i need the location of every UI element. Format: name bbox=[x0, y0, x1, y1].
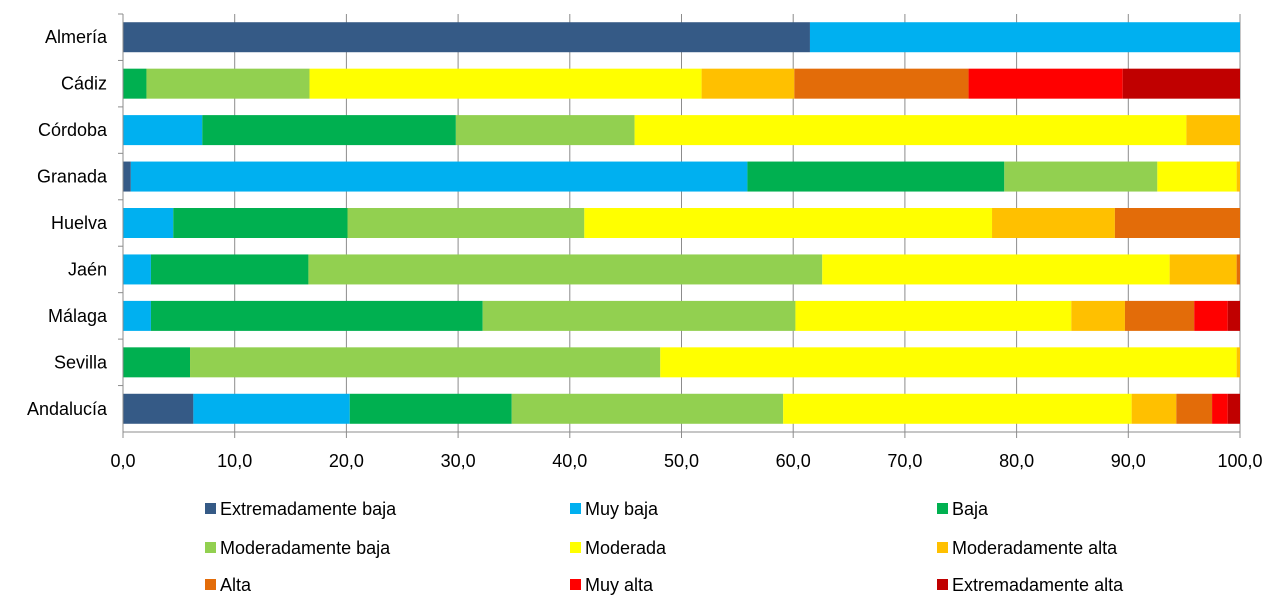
bar-segment bbox=[822, 254, 1170, 285]
category-label: Jaén bbox=[68, 259, 107, 279]
category-label: Sevilla bbox=[54, 352, 108, 372]
legend-swatch bbox=[937, 579, 948, 590]
bar-segment bbox=[1124, 300, 1195, 331]
bar-segment bbox=[123, 68, 147, 99]
bar-segment bbox=[123, 300, 151, 331]
bar-segment bbox=[123, 115, 203, 146]
legend-swatch bbox=[570, 503, 581, 514]
category-label: Almería bbox=[45, 27, 108, 47]
x-tick-labels: 0,0 10,0 20,0 30,0 40,0 50,0 60,0 70,0 80,0 90,0 1… bbox=[110, 451, 1262, 471]
legend-swatch bbox=[205, 542, 216, 553]
bar-segment bbox=[173, 208, 348, 238]
bar-segment bbox=[660, 347, 1237, 378]
bar-segment bbox=[1004, 161, 1158, 192]
x-tick-label: 50,0 bbox=[664, 451, 699, 471]
category-label: Huelva bbox=[51, 213, 108, 233]
bar-segment bbox=[190, 347, 661, 378]
category-labels: Almería Cádiz Córdoba Granada Huelva Jaén Mála… bbox=[27, 27, 108, 419]
bar-segment bbox=[202, 115, 456, 146]
bar-segment bbox=[193, 393, 350, 424]
bar-segment bbox=[795, 300, 1072, 331]
legend-swatch bbox=[570, 542, 581, 553]
legend-swatch bbox=[937, 503, 948, 514]
x-tick-label: 100,0 bbox=[1217, 451, 1262, 471]
bar-segment bbox=[1194, 300, 1228, 331]
category-label: Cádiz bbox=[61, 74, 107, 94]
bar-segment bbox=[1236, 254, 1240, 285]
bar-segment bbox=[123, 22, 810, 53]
bar-segment bbox=[349, 393, 512, 424]
bar-segment bbox=[482, 300, 796, 331]
x-tick-label: 80,0 bbox=[999, 451, 1034, 471]
x-tick-label: 90,0 bbox=[1111, 451, 1146, 471]
bar-segment bbox=[584, 208, 993, 238]
bar-segment bbox=[1236, 347, 1240, 378]
bar-segment bbox=[1236, 161, 1240, 192]
bar-segment bbox=[309, 68, 702, 99]
bar-segment bbox=[1186, 115, 1240, 146]
legend-label: Extremadamente alta bbox=[952, 575, 1124, 595]
category-label: Córdoba bbox=[38, 120, 108, 140]
category-label: Andalucía bbox=[27, 399, 108, 419]
bar-segment bbox=[123, 393, 194, 424]
x-tick-label: 40,0 bbox=[552, 451, 587, 471]
category-label: Málaga bbox=[48, 306, 108, 326]
legend: Extremadamente baja Muy baja Baja Moderadam… bbox=[205, 499, 1124, 595]
legend-label: Moderadamente baja bbox=[220, 538, 391, 558]
bar-segment bbox=[1169, 254, 1237, 285]
bar-segment bbox=[347, 208, 585, 238]
bar-segment bbox=[511, 393, 784, 424]
bar-segment bbox=[992, 208, 1115, 238]
bar-segment bbox=[1131, 393, 1177, 424]
legend-label: Baja bbox=[952, 499, 989, 519]
legend-label: Moderadamente alta bbox=[952, 538, 1118, 558]
category-label: Granada bbox=[37, 167, 108, 187]
legend-label: Muy alta bbox=[585, 575, 654, 595]
bar-segment bbox=[123, 347, 191, 378]
legend-label: Muy baja bbox=[585, 499, 659, 519]
bar-segment bbox=[123, 208, 174, 238]
bar-segment bbox=[794, 68, 969, 99]
bar-segment bbox=[783, 393, 1132, 424]
bar-segment bbox=[146, 68, 310, 99]
bar-segment bbox=[747, 161, 1005, 192]
bar-segment bbox=[1227, 393, 1240, 424]
bar-segment bbox=[701, 68, 795, 99]
bar-segment bbox=[809, 22, 1240, 53]
bar-segment bbox=[150, 254, 309, 285]
legend-swatch bbox=[205, 503, 216, 514]
bar-segment bbox=[1157, 161, 1237, 192]
bars bbox=[123, 22, 1240, 424]
bar-segment bbox=[968, 68, 1123, 99]
bar-segment bbox=[1176, 393, 1213, 424]
x-tick-label: 70,0 bbox=[887, 451, 922, 471]
x-tick-label: 10,0 bbox=[217, 451, 252, 471]
x-tick-label: 30,0 bbox=[441, 451, 476, 471]
bar-segment bbox=[308, 254, 823, 285]
bar-segment bbox=[1071, 300, 1125, 331]
bar-segment bbox=[123, 161, 131, 192]
x-tick-label: 60,0 bbox=[776, 451, 811, 471]
x-tick-label: 0,0 bbox=[110, 451, 135, 471]
bar-segment bbox=[1122, 68, 1240, 99]
axes bbox=[118, 13, 1241, 438]
bar-segment bbox=[123, 254, 151, 285]
legend-swatch bbox=[205, 579, 216, 590]
bar-segment bbox=[130, 161, 748, 192]
legend-swatch bbox=[937, 542, 948, 553]
bar-segment bbox=[455, 115, 635, 146]
legend-label: Alta bbox=[220, 575, 252, 595]
legend-label: Moderada bbox=[585, 538, 667, 558]
legend-label: Extremadamente baja bbox=[220, 499, 397, 519]
bar-segment bbox=[1227, 300, 1240, 331]
bar-segment bbox=[634, 115, 1187, 146]
bar-segment bbox=[1114, 208, 1240, 238]
bar-segment bbox=[1212, 393, 1228, 424]
x-tick-label: 20,0 bbox=[329, 451, 364, 471]
legend-swatch bbox=[570, 579, 581, 590]
bar-segment bbox=[150, 300, 483, 331]
